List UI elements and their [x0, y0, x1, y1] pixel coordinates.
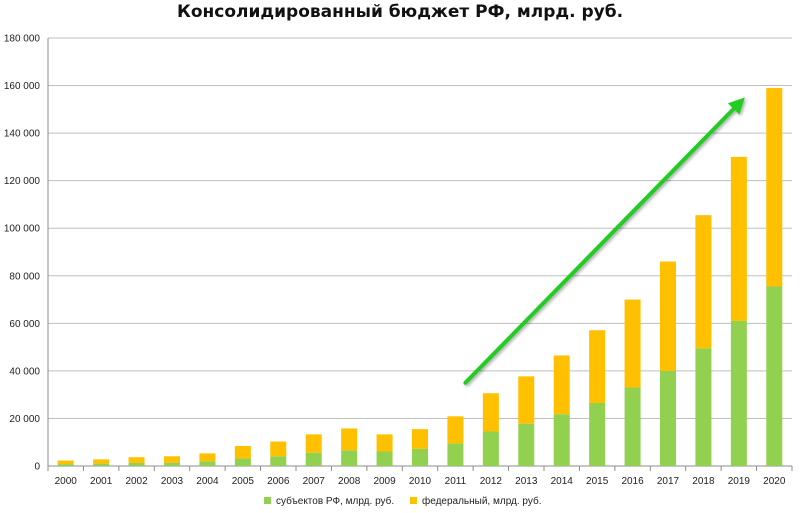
x-tick-label: 2004: [196, 476, 219, 487]
y-tick-label: 40 000: [9, 366, 40, 377]
bar-segment-regions: [270, 456, 287, 466]
bar-segment-federal: [199, 453, 216, 462]
bar-segment-federal: [447, 416, 464, 444]
y-tick-label: 140 000: [4, 129, 41, 140]
bar-segment-regions: [57, 464, 74, 466]
x-tick-label: 2012: [480, 476, 503, 487]
bar-segment-regions: [518, 423, 535, 466]
bar-segment-federal: [412, 429, 428, 449]
x-tick-label: 2002: [125, 476, 148, 487]
bar-segment-federal: [164, 456, 180, 463]
bar-segment-federal: [695, 215, 712, 349]
trend-arrow-graphic: [463, 97, 745, 385]
bar-segment-regions: [695, 348, 712, 466]
bar-segment-regions: [553, 414, 570, 466]
bars: [57, 87, 783, 466]
bar-segment-regions: [305, 452, 322, 466]
bar-segment-regions: [412, 448, 428, 466]
bar-segment-federal: [128, 457, 145, 463]
x-tick-label: 2016: [621, 476, 644, 487]
legend-label: субъектов РФ, млрд. руб.: [276, 495, 394, 507]
bar-segment-regions: [376, 451, 393, 466]
x-tick-label: 2005: [232, 476, 255, 487]
legend-swatch: [264, 497, 271, 504]
bar-segment-regions: [199, 461, 216, 466]
bar-segment-federal: [305, 434, 322, 453]
x-tick-label: 2014: [551, 476, 574, 487]
legend: субъектов РФ, млрд. руб. федеральный, млр…: [264, 495, 542, 507]
bar-segment-regions: [482, 431, 499, 466]
y-tick-label: 180 000: [4, 34, 41, 45]
y-tick-label: 0: [34, 462, 40, 473]
trend-arrow-shaft: [463, 106, 736, 385]
bar-segment-regions: [93, 463, 110, 466]
bar-segment-regions: [589, 402, 606, 466]
bar-segment-regions: [660, 370, 676, 466]
bar-segment-federal: [553, 355, 570, 415]
legend-swatch: [410, 497, 417, 504]
bar-segment-federal: [766, 87, 783, 287]
bar-segment-regions: [624, 387, 641, 466]
bar-segment-federal: [482, 393, 499, 432]
y-tick-label: 160 000: [4, 81, 41, 92]
bar-segment-federal: [341, 428, 358, 451]
y-tick-label: 60 000: [9, 319, 40, 330]
bar-segment-regions: [164, 462, 180, 466]
x-tick-label: 2020: [763, 476, 786, 487]
x-tick-label: 2011: [445, 476, 467, 487]
bar-segment-federal: [93, 459, 110, 464]
x-tick-label: 2013: [515, 476, 538, 487]
bar-segment-regions: [766, 286, 783, 466]
y-tick-label: 120 000: [4, 176, 41, 187]
bar-segment-federal: [518, 376, 535, 424]
trend-arrow: [463, 97, 745, 385]
y-tick-label: 100 000: [4, 224, 41, 235]
bar-segment-regions: [730, 320, 747, 466]
x-tick-label: 2010: [409, 476, 432, 487]
bar-segment-federal: [376, 434, 393, 452]
legend-label: федеральный, млрд. руб.: [422, 495, 542, 507]
bar-segment-regions: [128, 462, 145, 466]
x-tick-label: 2006: [267, 476, 290, 487]
y-tick-label: 80 000: [9, 271, 40, 282]
bar-segment-regions: [341, 450, 358, 466]
x-tick-label: 2001: [90, 476, 113, 487]
x-tick-label: 2015: [586, 476, 609, 487]
x-tick-label: 2017: [657, 476, 680, 487]
x-tick-label: 2018: [692, 476, 715, 487]
x-tick-label: 2008: [338, 476, 361, 487]
y-tick-label: 20 000: [9, 414, 40, 425]
bar-segment-federal: [624, 299, 641, 388]
tick-labels: 0 20 000 40 000 60 000 80 000 100 000 120 000 1…: [4, 34, 786, 488]
x-tick-label: 2000: [55, 476, 78, 487]
bar-segment-federal: [589, 330, 606, 403]
bar-segment-regions: [234, 458, 251, 466]
chart-title: Консолидированный бюджет РФ, млрд. руб.: [176, 2, 624, 22]
bar-segment-federal: [57, 460, 74, 465]
gridlines: [48, 37, 792, 419]
bar-segment-federal: [660, 261, 676, 371]
axes: [47, 38, 793, 471]
bar-segment-federal: [234, 446, 251, 459]
x-tick-label: 2019: [728, 476, 751, 487]
x-tick-label: 2003: [161, 476, 184, 487]
bar-segment-federal: [730, 156, 747, 321]
x-tick-label: 2009: [373, 476, 396, 487]
trend-arrow-head: [727, 97, 745, 115]
bar-segment-regions: [447, 443, 464, 466]
x-tick-label: 2007: [303, 476, 326, 487]
bar-segment-federal: [270, 441, 287, 457]
